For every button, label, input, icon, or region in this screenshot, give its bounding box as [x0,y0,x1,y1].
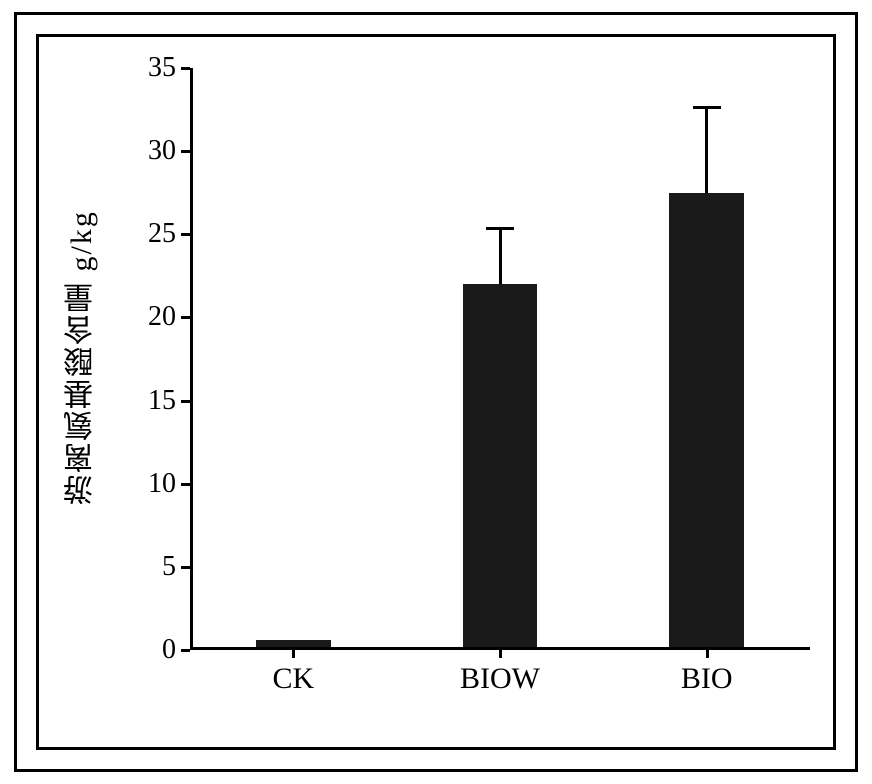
y-tick [181,67,190,70]
y-axis [190,68,193,650]
y-tick-label: 15 [130,385,176,417]
x-tick [292,649,295,658]
bar [256,640,330,647]
y-tick-label: 25 [130,218,176,250]
y-axis-label: 游离氨基酸含量 g/kg [60,148,104,568]
y-tick-label: 30 [130,135,176,167]
y-tick [181,483,190,486]
y-tick [181,400,190,403]
x-tick-label: CK [233,662,353,696]
y-tick [181,649,190,652]
y-tick-label: 20 [130,301,176,333]
y-tick-label: 10 [130,468,176,500]
error-bar [705,107,708,193]
error-cap [693,106,721,109]
y-tick [181,566,190,569]
plot-area [190,68,810,650]
error-cap [486,227,514,230]
x-tick [706,649,709,658]
y-tick [181,316,190,319]
y-tick-label: 0 [130,634,176,666]
x-tick-label: BIOW [440,662,560,696]
bar [669,193,743,647]
error-bar [499,228,502,285]
x-tick [499,649,502,658]
y-tick [181,233,190,236]
y-tick-label: 35 [130,52,176,84]
y-tick-label: 5 [130,551,176,583]
x-tick-label: BIO [647,662,767,696]
y-tick [181,150,190,153]
bar [463,284,537,647]
